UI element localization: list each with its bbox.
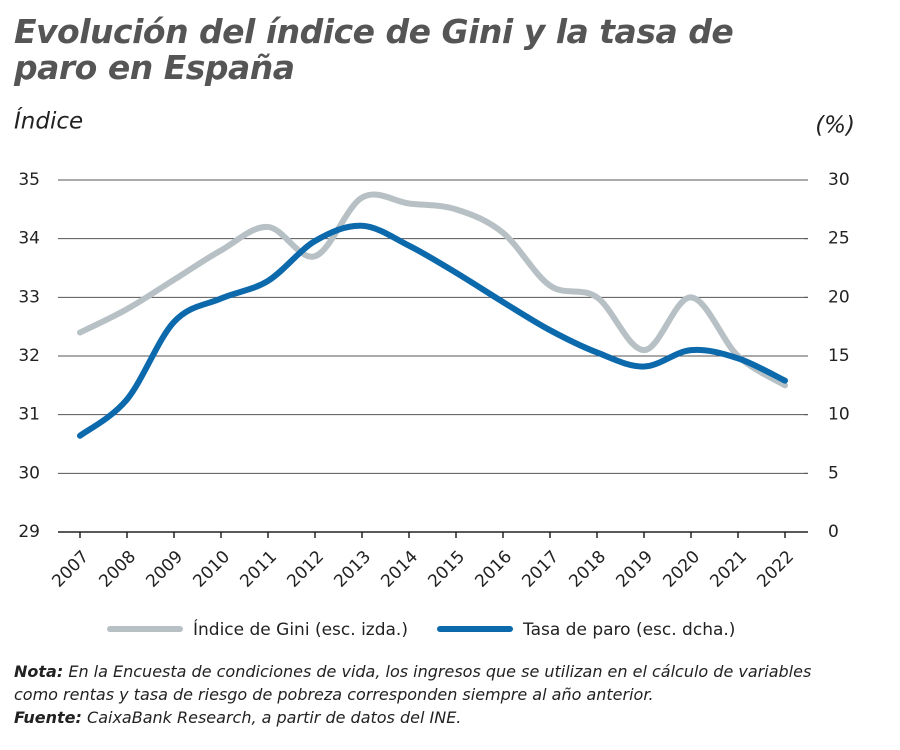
note-label: Fuente: bbox=[14, 708, 82, 727]
note: Nota: En la Encuesta de condiciones de v… bbox=[14, 660, 844, 706]
x-tick-label: 2017 bbox=[518, 547, 563, 592]
y2-tick-label: 15 bbox=[828, 346, 850, 366]
x-tick-label: 2022 bbox=[753, 547, 798, 592]
x-tick-label: 2007 bbox=[48, 547, 93, 592]
y2-tick-label: 5 bbox=[828, 463, 839, 483]
legend-label: Índice de Gini (esc. izda.) bbox=[193, 618, 408, 640]
y2-tick-label: 0 bbox=[828, 522, 839, 542]
y2-axis-label: (%) bbox=[815, 113, 855, 139]
x-tick-label: 2011 bbox=[236, 547, 281, 592]
y-tick-label: 30 bbox=[18, 463, 40, 483]
y2-tick-label: 20 bbox=[828, 287, 850, 307]
x-tick-label: 2009 bbox=[142, 547, 187, 592]
y2-tick-label: 10 bbox=[828, 405, 850, 425]
y-tick-label: 31 bbox=[18, 405, 40, 425]
notes: Nota: En la Encuesta de condiciones de v… bbox=[14, 660, 844, 729]
y-tick-label: 29 bbox=[18, 522, 40, 542]
legend-label: Tasa de paro (esc. dcha.) bbox=[522, 620, 735, 640]
x-tick-label: 2010 bbox=[189, 547, 234, 592]
note: Fuente: CaixaBank Research, a partir de … bbox=[14, 706, 844, 729]
y-axis-label: Índice bbox=[14, 107, 83, 135]
x-tick-label: 2008 bbox=[95, 547, 140, 592]
note-label: Nota: bbox=[14, 662, 64, 681]
x-tick-label: 2018 bbox=[565, 547, 610, 592]
x-tick-label: 2021 bbox=[706, 547, 751, 592]
x-tick-label: 2016 bbox=[471, 547, 516, 592]
x-tick-label: 2014 bbox=[377, 547, 422, 592]
y2-tick-label: 30 bbox=[828, 170, 850, 190]
x-tick-label: 2012 bbox=[283, 547, 328, 592]
series-line bbox=[77, 191, 788, 389]
y-tick-label: 35 bbox=[18, 170, 40, 190]
x-tick-label: 2020 bbox=[659, 547, 704, 592]
x-tick-label: 2013 bbox=[330, 547, 375, 592]
note-text: En la Encuesta de condiciones de vida, l… bbox=[14, 662, 812, 704]
y-tick-label: 34 bbox=[18, 229, 40, 249]
note-text: CaixaBank Research, a partir de datos de… bbox=[87, 708, 462, 727]
y-tick-label: 32 bbox=[18, 346, 40, 366]
y-tick-label: 33 bbox=[18, 287, 40, 307]
x-tick-label: 2015 bbox=[424, 547, 469, 592]
series-line bbox=[77, 222, 788, 439]
chart-title: Evolución del índice de Gini y la tasa d… bbox=[14, 12, 734, 87]
y2-tick-label: 25 bbox=[828, 229, 850, 249]
x-tick-label: 2019 bbox=[612, 547, 657, 592]
